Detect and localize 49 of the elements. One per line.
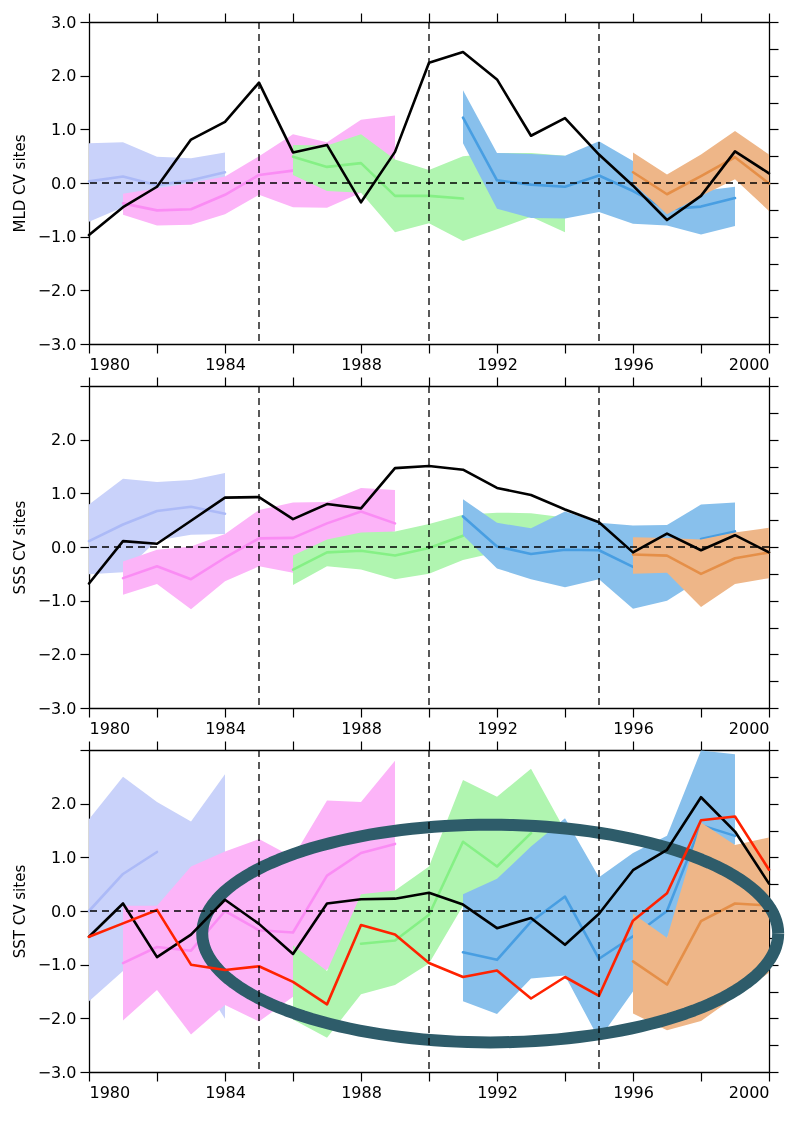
- line-series: [359, 831, 533, 946]
- line-series: [87, 815, 771, 1006]
- y-tick-label: 0.0: [51, 901, 77, 921]
- line-series: [87, 505, 227, 543]
- y-axis-title: SSS CV sites: [10, 500, 29, 595]
- y-axis-title: SST CV sites: [10, 864, 29, 959]
- x-tick-label: 1984: [205, 718, 246, 738]
- line-series: [121, 510, 397, 581]
- line-series: [291, 155, 465, 200]
- line-series: [291, 534, 465, 571]
- x-tick-label: 2000: [728, 354, 770, 374]
- y-tick-label: 1.0: [51, 119, 77, 139]
- x-tick-label: 1996: [613, 718, 654, 738]
- x-tick-label: 1984: [205, 1082, 246, 1102]
- y-tick-label: −2.0: [37, 1008, 77, 1028]
- x-tick-label: 1988: [341, 354, 382, 374]
- y-tick-label: −1.0: [37, 955, 77, 975]
- y-axis-title: MLD CV sites: [10, 134, 29, 233]
- y-tick-label: 3.0: [51, 12, 77, 32]
- x-tick-label: 2000: [728, 1082, 770, 1102]
- y-tick-label: 0.0: [51, 537, 77, 557]
- x-tick-label: 1984: [205, 354, 246, 374]
- x-tick-label: 1992: [477, 718, 518, 738]
- x-tick-label: 1996: [613, 354, 654, 374]
- x-tick-label: 1980: [89, 1082, 131, 1102]
- y-tick-label: 1.0: [51, 483, 77, 503]
- y-tick-label: −3.0: [37, 1062, 77, 1082]
- x-tick-label: 1988: [341, 1082, 382, 1102]
- x-tick-label: 1988: [341, 718, 382, 738]
- x-tick-label: 1992: [477, 354, 518, 374]
- y-tick-label: −3.0: [37, 698, 77, 718]
- y-tick-label: 2.0: [51, 430, 77, 450]
- y-tick-label: −3.0: [37, 334, 77, 354]
- y-tick-label: −1.0: [37, 227, 77, 247]
- x-tick-label: 2000: [728, 718, 770, 738]
- x-tick-label: 1980: [89, 718, 131, 738]
- x-tick-label: 1996: [613, 1082, 654, 1102]
- y-tick-label: 1.0: [51, 847, 77, 867]
- line-series: [631, 551, 771, 576]
- y-tick-label: 2.0: [51, 66, 77, 86]
- y-tick-label: −2.0: [37, 644, 77, 664]
- x-tick-label: 1992: [477, 1082, 518, 1102]
- y-tick-label: −1.0: [37, 591, 77, 611]
- line-series: [121, 169, 295, 212]
- x-tick-label: 1980: [89, 354, 131, 374]
- y-tick-label: 0.0: [51, 173, 77, 193]
- y-tick-label: −2.0: [37, 280, 77, 300]
- y-tick-label: 2.0: [51, 794, 77, 814]
- line-series: [631, 155, 771, 196]
